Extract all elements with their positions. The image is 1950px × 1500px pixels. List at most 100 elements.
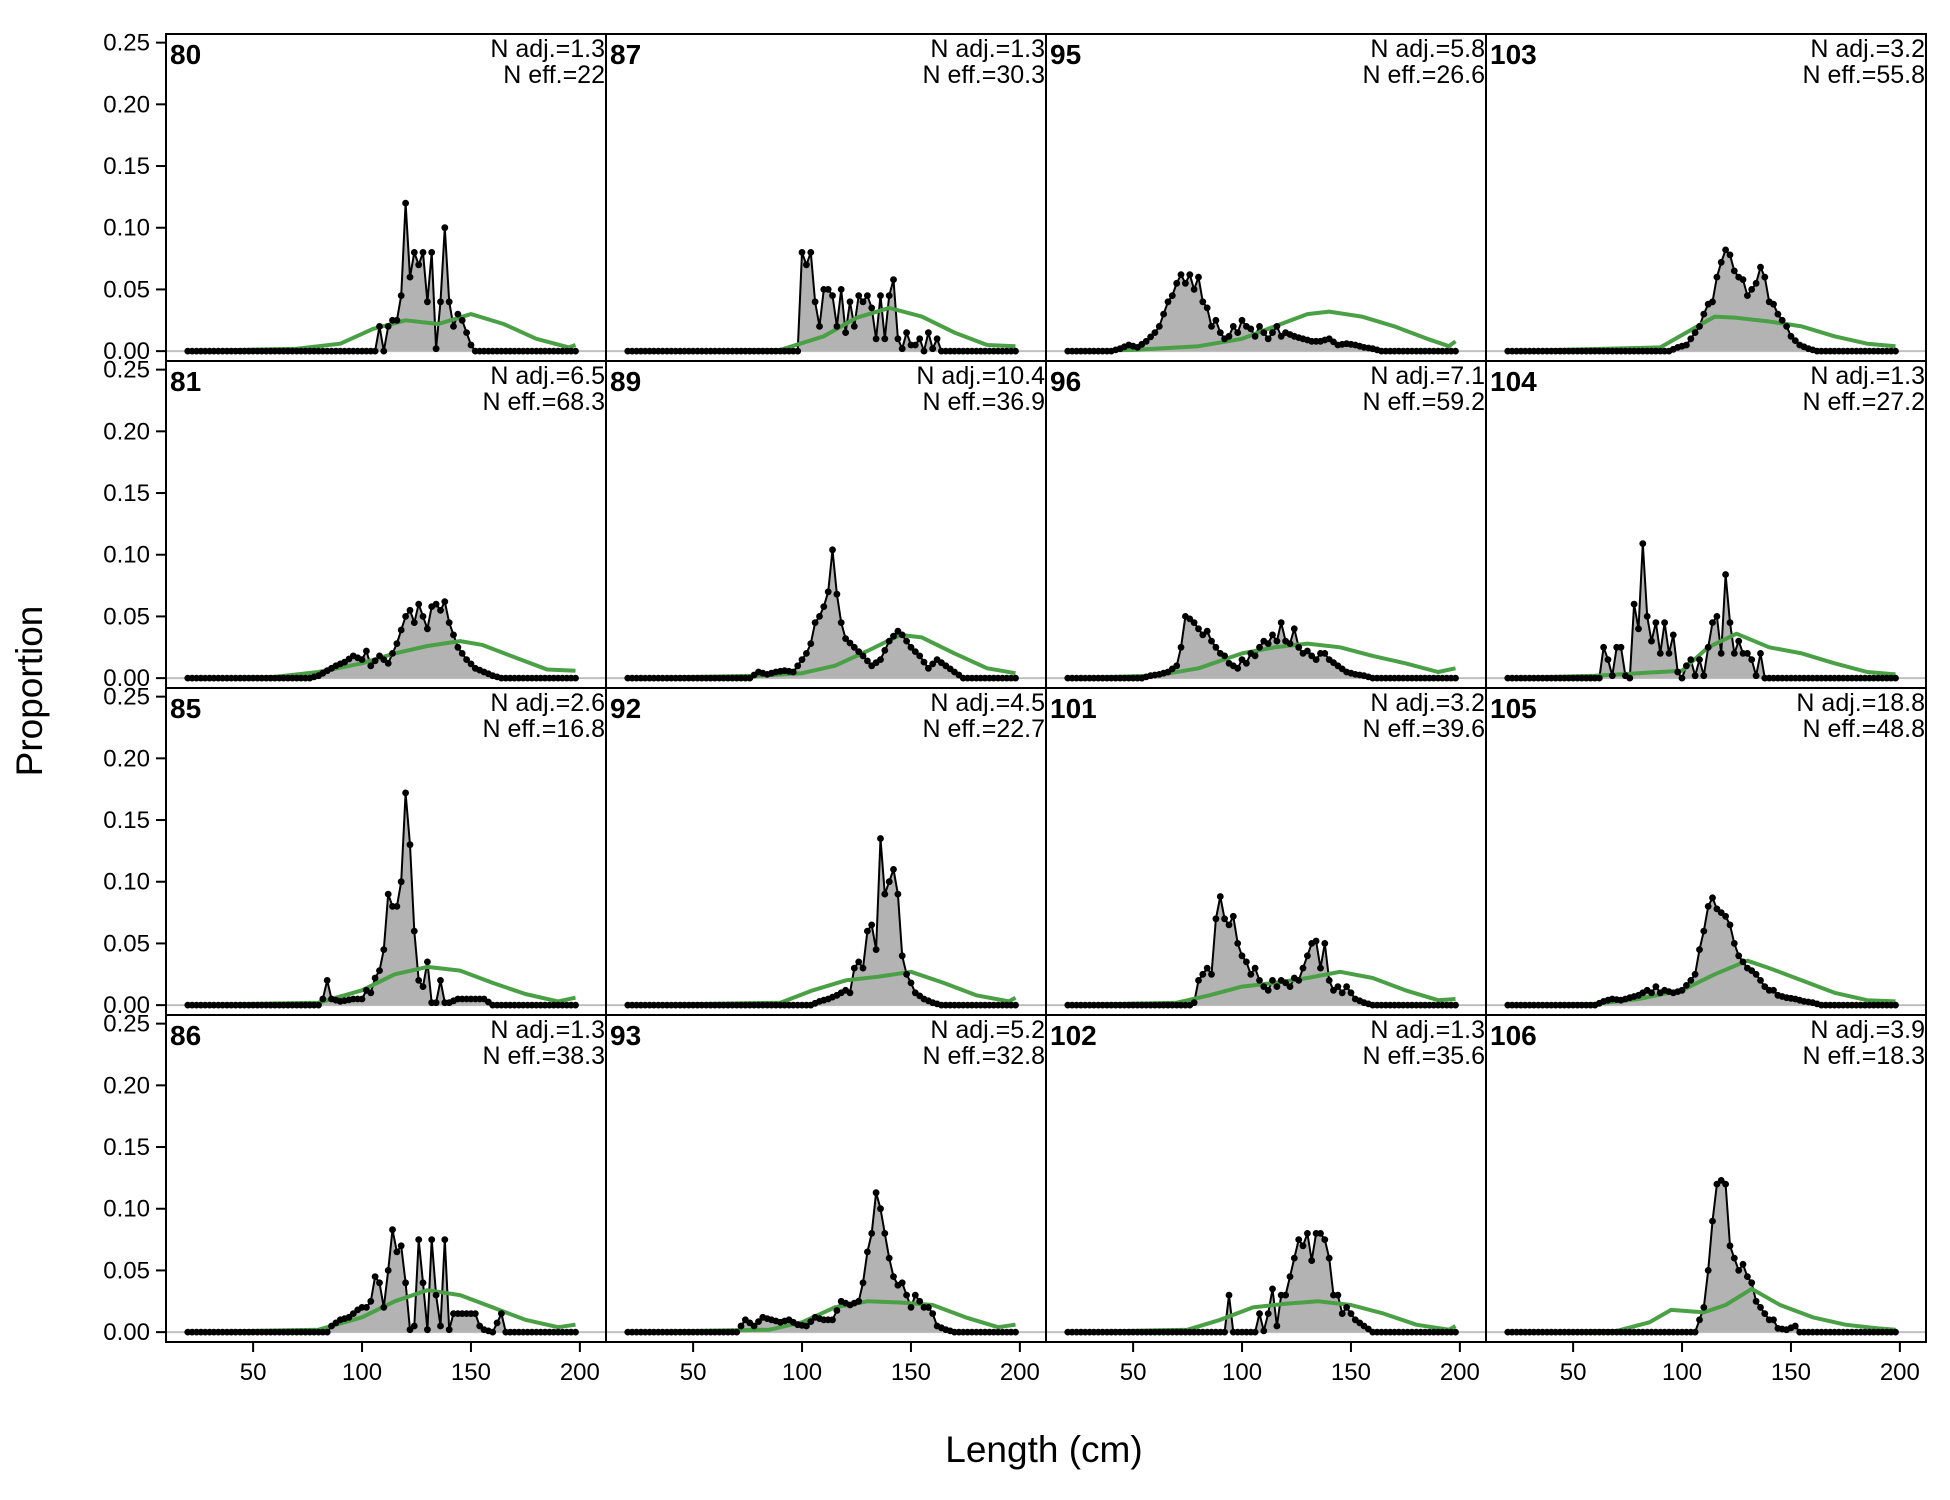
n-eff-label: N eff.=27.2 bbox=[1802, 388, 1925, 416]
observed-point bbox=[1778, 316, 1786, 324]
observed-point bbox=[816, 613, 823, 620]
observed-point bbox=[864, 1248, 871, 1256]
observed-point bbox=[1652, 619, 1660, 626]
n-adj-label: N adj.=1.3 bbox=[490, 1016, 605, 1044]
observed-point bbox=[432, 600, 440, 608]
observed-point bbox=[1234, 329, 1242, 336]
observed-point bbox=[406, 606, 414, 614]
observed-point bbox=[1713, 273, 1721, 281]
observed-point bbox=[1752, 672, 1760, 680]
observed-point bbox=[1251, 1328, 1259, 1336]
expected-line bbox=[187, 1288, 576, 1335]
observed-point bbox=[410, 619, 418, 626]
y-tick-label: 0.20 bbox=[103, 418, 150, 445]
n-eff-label: N eff.=36.9 bbox=[922, 388, 1045, 416]
panel-96: 96 N adj.=7.1N eff.=59.2 bbox=[1045, 360, 1487, 689]
y-tick-label: 0.25 bbox=[103, 684, 150, 711]
observed-point bbox=[1892, 674, 1899, 682]
observed-point bbox=[1256, 977, 1263, 984]
observed-point bbox=[1234, 940, 1242, 947]
y-tick-label: 0.15 bbox=[103, 480, 150, 507]
observed-point bbox=[406, 273, 414, 281]
observed-point bbox=[432, 999, 440, 1007]
observed-point bbox=[1452, 1001, 1459, 1009]
observed-point bbox=[881, 1230, 889, 1237]
observed-point bbox=[898, 631, 906, 639]
y-tick-label: 0.10 bbox=[103, 869, 150, 896]
observed-point bbox=[890, 276, 897, 283]
observed-point bbox=[803, 1322, 810, 1330]
observed-point bbox=[402, 613, 409, 620]
n-eff-label: N eff.=48.8 bbox=[1802, 715, 1925, 743]
observed-point bbox=[1208, 323, 1215, 330]
observed-point bbox=[1761, 273, 1769, 281]
y-tick-label: 0.20 bbox=[103, 1072, 150, 1099]
observed-point bbox=[402, 199, 409, 207]
observed-point bbox=[458, 650, 466, 657]
observed-point bbox=[1791, 1322, 1799, 1330]
observed-point bbox=[925, 329, 932, 336]
observed-point bbox=[881, 890, 889, 898]
observed-point bbox=[1273, 1322, 1281, 1330]
observed-point bbox=[890, 866, 897, 873]
panel-label: 86 bbox=[170, 1020, 201, 1051]
observed-point bbox=[1295, 1236, 1303, 1243]
observed-point bbox=[1696, 946, 1703, 953]
observed-point bbox=[1190, 999, 1198, 1007]
observed-point bbox=[807, 1318, 815, 1325]
observed-point bbox=[1452, 1328, 1459, 1336]
observed-point bbox=[467, 660, 475, 668]
observed-point bbox=[894, 335, 902, 343]
observed-point bbox=[877, 835, 884, 842]
observed-point bbox=[881, 335, 889, 343]
observed-point bbox=[415, 1236, 423, 1243]
y-tick-label: 0.10 bbox=[103, 215, 150, 242]
observed-point bbox=[1722, 246, 1729, 254]
observed-point bbox=[450, 631, 457, 639]
expected-line bbox=[1067, 309, 1457, 354]
observed-point bbox=[1299, 1242, 1307, 1250]
observed-point bbox=[1304, 647, 1311, 655]
n-eff-label: N eff.=59.2 bbox=[1362, 388, 1485, 416]
observed-point bbox=[441, 1236, 449, 1243]
observed-point bbox=[1704, 643, 1712, 651]
observed-point bbox=[837, 286, 845, 293]
panel-frame bbox=[1485, 1014, 1927, 1343]
observed-point bbox=[1221, 915, 1228, 923]
expected-line bbox=[187, 312, 577, 354]
observed-point bbox=[410, 1322, 418, 1330]
n-adj-label: N adj.=5.2 bbox=[930, 1016, 1045, 1044]
observed-point bbox=[489, 1328, 497, 1336]
observed-point bbox=[1700, 927, 1708, 935]
observed-point bbox=[859, 964, 867, 972]
observed-point bbox=[371, 657, 379, 665]
observed-point bbox=[1269, 977, 1276, 984]
observed-point bbox=[1160, 310, 1167, 318]
observed-point bbox=[1012, 347, 1019, 355]
observed-point bbox=[1208, 637, 1215, 645]
observed-point bbox=[1730, 267, 1738, 275]
observed-point bbox=[855, 1297, 863, 1305]
observed-point bbox=[1229, 323, 1237, 330]
observed-point bbox=[1216, 329, 1224, 336]
observed-point bbox=[911, 648, 919, 655]
observed-point bbox=[437, 298, 444, 306]
observed-point bbox=[1164, 298, 1172, 306]
y-tick-label: 0.05 bbox=[103, 276, 150, 303]
observed-point bbox=[437, 977, 444, 984]
n-adj-label: N adj.=6.5 bbox=[490, 362, 605, 390]
n-adj-label: N adj.=3.2 bbox=[1810, 35, 1925, 63]
observed-point bbox=[323, 977, 331, 984]
y-tick-label: 0.15 bbox=[103, 153, 150, 180]
observed-point bbox=[911, 1291, 919, 1299]
observed-point bbox=[1312, 656, 1320, 663]
observed-point bbox=[419, 1279, 427, 1287]
observed-point bbox=[371, 1273, 379, 1280]
observed-point bbox=[424, 298, 431, 306]
observed-point bbox=[1722, 571, 1729, 578]
observed-point bbox=[737, 1322, 745, 1330]
observed-point bbox=[1195, 273, 1202, 281]
n-eff-label: N eff.=38.3 bbox=[482, 1042, 605, 1070]
observed-point bbox=[1726, 1242, 1734, 1250]
